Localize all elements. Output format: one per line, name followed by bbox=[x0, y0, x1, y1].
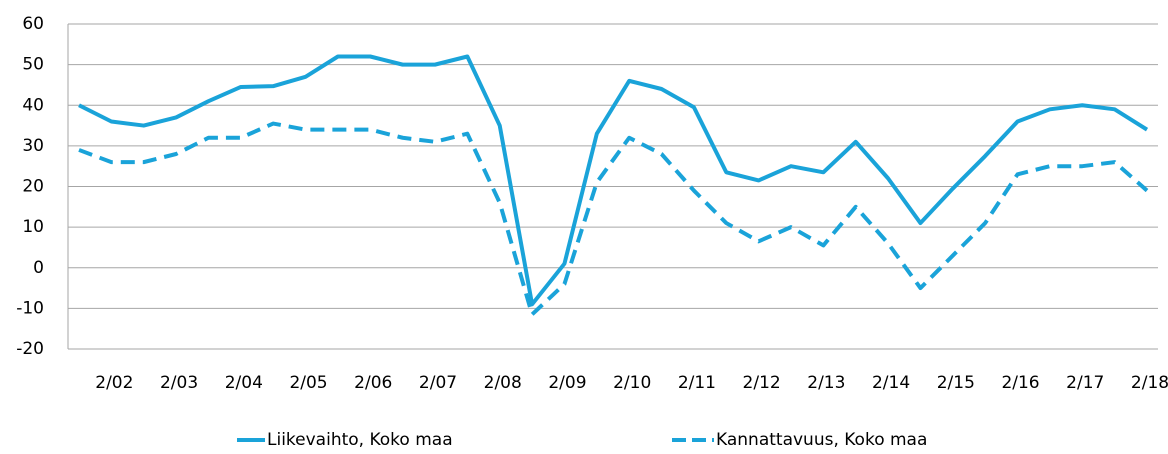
y-tick-label: 30 bbox=[22, 136, 44, 156]
y-tick-label: 50 bbox=[22, 55, 44, 75]
legend-label: Liikevaihto, Koko maa bbox=[267, 430, 453, 450]
x-tick-label: 2/12 bbox=[743, 373, 781, 393]
x-tick-label: 2/05 bbox=[289, 373, 327, 393]
x-tick-label: 2/04 bbox=[225, 373, 263, 393]
y-tick-label: 40 bbox=[22, 95, 44, 115]
y-tick-label: 0 bbox=[33, 258, 44, 278]
x-tick-label: 2/18 bbox=[1131, 373, 1168, 393]
legend-label: Kannattavuus, Koko maa bbox=[716, 430, 927, 450]
x-tick-label: 2/09 bbox=[548, 373, 586, 393]
x-tick-label: 2/17 bbox=[1066, 373, 1104, 393]
x-tick-label: 2/08 bbox=[484, 373, 522, 393]
y-tick-label: 10 bbox=[22, 217, 44, 237]
y-tick-label: -20 bbox=[16, 339, 44, 359]
x-tick-label: 2/11 bbox=[678, 373, 716, 393]
x-tick-label: 2/16 bbox=[1001, 373, 1039, 393]
line-series bbox=[78, 121, 1149, 317]
y-tick-label: 20 bbox=[22, 177, 44, 197]
y-tick-label: -10 bbox=[16, 298, 44, 318]
x-tick-label: 2/10 bbox=[613, 373, 651, 393]
x-tick-label: 2/06 bbox=[354, 373, 392, 393]
x-tick-label: 2/15 bbox=[937, 373, 975, 393]
line-series bbox=[78, 54, 1149, 307]
x-tick-label: 2/03 bbox=[160, 373, 198, 393]
x-tick-label: 2/14 bbox=[872, 373, 910, 393]
x-tick-label: 2/07 bbox=[419, 373, 457, 393]
x-tick-label: 2/02 bbox=[95, 373, 133, 393]
x-tick-label: 2/13 bbox=[807, 373, 845, 393]
y-tick-label: 60 bbox=[22, 14, 44, 34]
